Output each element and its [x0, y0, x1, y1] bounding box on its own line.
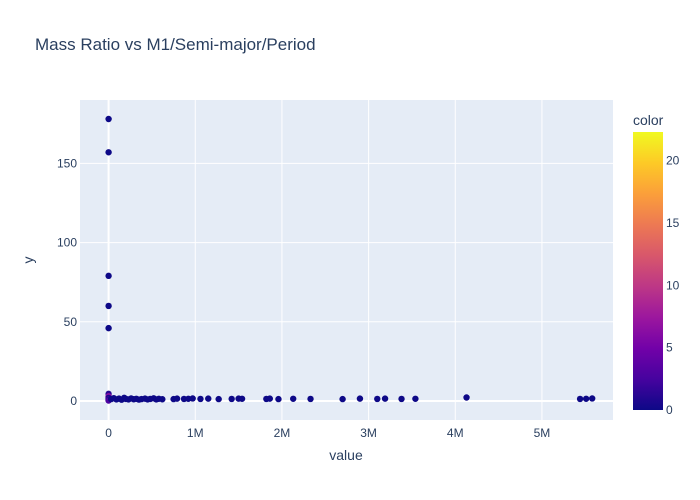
- colorbar-title: color: [633, 112, 664, 128]
- colorbar-tick-label: 10: [666, 278, 680, 292]
- gridlines: [80, 100, 613, 420]
- data-point: [238, 395, 246, 402]
- data-point: [105, 272, 112, 280]
- y-tick-label: 50: [64, 315, 78, 329]
- data-point: [197, 395, 204, 403]
- data-point: [398, 395, 405, 403]
- y-tick-labels: 0 50 100 150: [57, 156, 77, 408]
- data-point: [463, 394, 470, 401]
- data-point: [374, 395, 381, 403]
- x-tick-label: 3M: [360, 426, 377, 440]
- data-point: [105, 324, 112, 332]
- plot-area: [80, 100, 613, 420]
- data-points: [105, 115, 596, 404]
- data-point: [189, 395, 196, 402]
- y-tick-label: 100: [57, 236, 77, 250]
- data-point: [576, 395, 584, 403]
- data-point: [412, 395, 419, 402]
- data-point: [105, 115, 112, 123]
- x-tick-label: 2M: [274, 426, 291, 440]
- data-point: [105, 302, 112, 310]
- data-point: [159, 396, 166, 403]
- colorbar-tick-labels: 0 5 10 15 20: [666, 154, 680, 417]
- data-point: [105, 149, 112, 156]
- y-axis-title: y: [20, 257, 36, 264]
- y-tick-label: 150: [57, 156, 77, 170]
- data-point: [290, 395, 297, 402]
- data-point: [228, 395, 235, 403]
- data-point: [381, 395, 389, 402]
- data-point: [205, 395, 212, 402]
- colorbar-tick-label: 0: [666, 403, 673, 417]
- data-point: [266, 395, 273, 402]
- colorbar-tick-label: 5: [666, 341, 673, 355]
- data-point: [173, 395, 181, 402]
- y-tick-label: 0: [70, 394, 77, 408]
- x-tick-label: 1M: [187, 426, 204, 440]
- colorbar: [633, 132, 663, 410]
- data-point: [307, 395, 314, 403]
- chart-title: Mass Ratio vs M1/Semi-major/Period: [35, 35, 316, 54]
- x-tick-label: 0: [105, 426, 112, 440]
- data-point: [215, 395, 222, 403]
- data-point: [339, 395, 346, 403]
- data-point: [275, 395, 282, 403]
- x-axis-title: value: [329, 447, 363, 463]
- x-tick-labels: 0 1M 2M 3M 4M 5M: [105, 426, 550, 440]
- x-tick-label: 4M: [447, 426, 464, 440]
- colorbar-tick-label: 20: [666, 154, 680, 168]
- data-point: [589, 395, 596, 402]
- data-point: [356, 395, 364, 402]
- data-point: [582, 395, 590, 402]
- x-tick-label: 5M: [534, 426, 551, 440]
- colorbar-tick-label: 15: [666, 216, 680, 230]
